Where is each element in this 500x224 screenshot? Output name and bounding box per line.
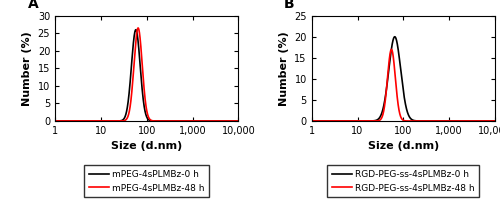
mPEG-4sPLMBz-0 h [160,120,166,122]
mPEG-4sPLMBz-48 h [236,120,242,122]
RGD-PEG-ss-4sPLMBz-0 h [454,120,460,122]
mPEG-4sPLMBz-48 h [135,27,141,29]
RGD-PEG-ss-4sPLMBz-48 h [454,120,460,122]
RGD-PEG-ss-4sPLMBz-0 h [492,120,498,122]
mPEG-4sPLMBz-48 h [168,120,174,122]
RGD-PEG-ss-4sPLMBz-48 h [388,48,394,51]
mPEG-4sPLMBz-0 h [52,120,58,122]
Legend: RGD-PEG-ss-4sPLMBz-0 h, RGD-PEG-ss-4sPLMBz-48 h: RGD-PEG-ss-4sPLMBz-0 h, RGD-PEG-ss-4sPLM… [328,166,480,197]
RGD-PEG-ss-4sPLMBz-48 h [492,120,498,122]
Legend: mPEG-4sPLMBz-0 h, mPEG-4sPLMBz-48 h: mPEG-4sPLMBz-0 h, mPEG-4sPLMBz-48 h [84,166,209,197]
RGD-PEG-ss-4sPLMBz-0 h [417,120,423,122]
X-axis label: Size (d.nm): Size (d.nm) [111,141,182,151]
RGD-PEG-ss-4sPLMBz-0 h [318,120,324,122]
mPEG-4sPLMBz-48 h [61,120,67,122]
RGD-PEG-ss-4sPLMBz-48 h [417,120,423,122]
RGD-PEG-ss-4sPLMBz-48 h [318,120,324,122]
mPEG-4sPLMBz-0 h [133,28,139,31]
mPEG-4sPLMBz-0 h [118,119,124,122]
Line: RGD-PEG-ss-4sPLMBz-0 h: RGD-PEG-ss-4sPLMBz-0 h [312,37,495,121]
mPEG-4sPLMBz-48 h [198,120,203,122]
RGD-PEG-ss-4sPLMBz-0 h [375,118,381,121]
mPEG-4sPLMBz-0 h [61,120,67,122]
RGD-PEG-ss-4sPLMBz-0 h [392,35,398,38]
RGD-PEG-ss-4sPLMBz-48 h [444,120,450,122]
X-axis label: Size (d.nm): Size (d.nm) [368,141,439,151]
Y-axis label: Number (%): Number (%) [22,31,32,106]
mPEG-4sPLMBz-48 h [52,120,58,122]
mPEG-4sPLMBz-0 h [188,120,194,122]
RGD-PEG-ss-4sPLMBz-0 h [444,120,450,122]
Line: mPEG-4sPLMBz-48 h: mPEG-4sPLMBz-48 h [55,28,238,121]
Text: B: B [284,0,295,11]
mPEG-4sPLMBz-48 h [188,120,194,122]
RGD-PEG-ss-4sPLMBz-48 h [308,120,314,122]
mPEG-4sPLMBz-0 h [168,120,174,122]
RGD-PEG-ss-4sPLMBz-0 h [308,120,314,122]
mPEG-4sPLMBz-0 h [198,120,203,122]
Line: mPEG-4sPLMBz-0 h: mPEG-4sPLMBz-0 h [55,30,238,121]
mPEG-4sPLMBz-0 h [236,120,242,122]
Line: RGD-PEG-ss-4sPLMBz-48 h: RGD-PEG-ss-4sPLMBz-48 h [312,49,495,121]
mPEG-4sPLMBz-48 h [160,120,166,122]
Text: A: A [28,0,38,11]
RGD-PEG-ss-4sPLMBz-48 h [375,119,381,122]
Y-axis label: Number (%): Number (%) [279,31,289,106]
mPEG-4sPLMBz-48 h [118,120,124,122]
RGD-PEG-ss-4sPLMBz-0 h [425,120,431,122]
RGD-PEG-ss-4sPLMBz-48 h [425,120,431,122]
